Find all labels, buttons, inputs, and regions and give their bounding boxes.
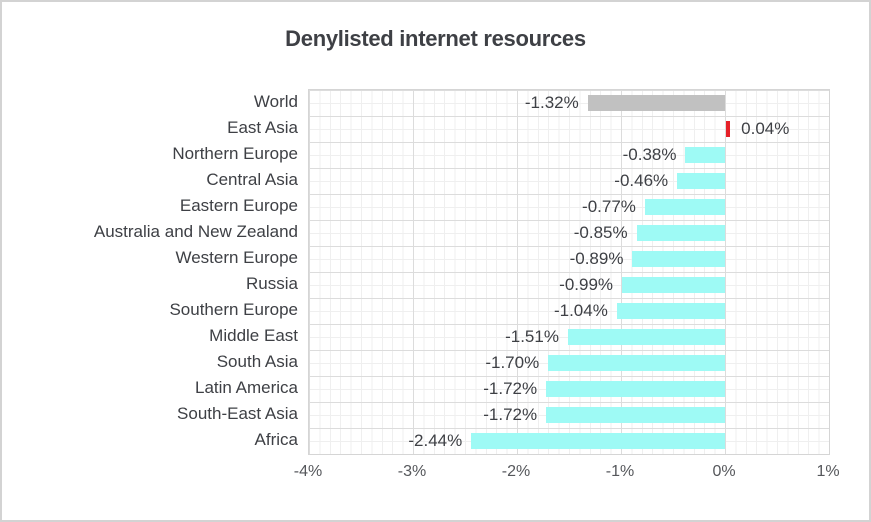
x-tick-label-minus4pct: -4% xyxy=(293,463,323,480)
bar-east-asia xyxy=(726,121,731,137)
category-label-africa: Africa xyxy=(254,430,298,449)
x-tick-label-minus2pct: -2% xyxy=(501,463,531,480)
category-label-world: World xyxy=(253,92,298,111)
value-label-east-asia: 0.04% xyxy=(741,119,790,138)
category-label-latin-america: Latin America xyxy=(195,378,298,397)
bar-world xyxy=(587,95,725,111)
bar-central-asia xyxy=(677,173,725,189)
value-label-russia: -0.99% xyxy=(559,275,614,294)
category-label-western-europe: Western Europe xyxy=(175,248,298,267)
category-label-middle-east: Middle East xyxy=(209,326,298,345)
value-label-south-east-asia: -1.72% xyxy=(483,405,538,424)
bar-northern-europe xyxy=(685,147,725,163)
category-label-south-east-asia: South-East Asia xyxy=(177,404,298,423)
bar-eastern-europe xyxy=(644,199,725,215)
category-label-russia: Russia xyxy=(246,274,298,293)
plot-area: -1.32% 0.04% -0.38% -0.46% -0.77% -0.85% -0.89… xyxy=(308,89,830,455)
category-label-southern-europe: Southern Europe xyxy=(169,300,298,319)
bar-south-east-asia xyxy=(546,407,725,423)
value-label-middle-east: -1.51% xyxy=(505,327,559,346)
chart-title: Denylisted internet resources xyxy=(285,26,586,51)
value-label-africa: -2.44% xyxy=(408,431,463,450)
category-label-northern-europe: Northern Europe xyxy=(172,144,298,163)
category-label-eastern-europe: Eastern Europe xyxy=(179,196,298,215)
bar-latin-america xyxy=(546,381,725,397)
value-label-south-asia: -1.70% xyxy=(485,353,540,372)
value-label-eastern-europe: -0.77% xyxy=(582,197,636,216)
category-label-east-asia: East Asia xyxy=(227,118,298,137)
value-label-southern-europe: -1.04% xyxy=(553,301,608,320)
value-label-australia-and-new-zealand: -0.85% xyxy=(573,223,628,242)
bar-africa xyxy=(471,433,725,449)
category-label-central-asia: Central Asia xyxy=(206,170,298,189)
x-tick-label-1pct: 1% xyxy=(816,463,840,480)
value-label-latin-america: -1.72% xyxy=(483,379,538,398)
x-tick-label-minus1pct: -1% xyxy=(605,463,635,480)
value-label-central-asia: -0.46% xyxy=(614,171,669,190)
x-axis-labels: -4% -3% -2% -1% 0% 1% xyxy=(294,463,840,485)
bar-south-asia xyxy=(548,355,725,371)
x-tick-label-0pct: 0% xyxy=(712,463,736,480)
bar-middle-east xyxy=(567,329,725,345)
value-label-northern-europe: -0.38% xyxy=(622,145,677,164)
x-tick-label-minus3pct: -3% xyxy=(397,463,427,480)
bar-southern-europe xyxy=(616,303,725,319)
bar-western-europe xyxy=(632,251,725,267)
bar-russia xyxy=(622,277,725,293)
category-label-south-asia: South Asia xyxy=(216,352,298,371)
value-label-world: -1.32% xyxy=(524,93,579,112)
category-label-australia-and-new-zealand: Australia and New Zealand xyxy=(93,222,298,241)
value-label-western-europe: -0.89% xyxy=(569,249,624,268)
y-axis-labels: World East Asia Northern Europe Central Asi… xyxy=(2,89,298,455)
bar-australia-and-new-zealand xyxy=(636,225,725,241)
